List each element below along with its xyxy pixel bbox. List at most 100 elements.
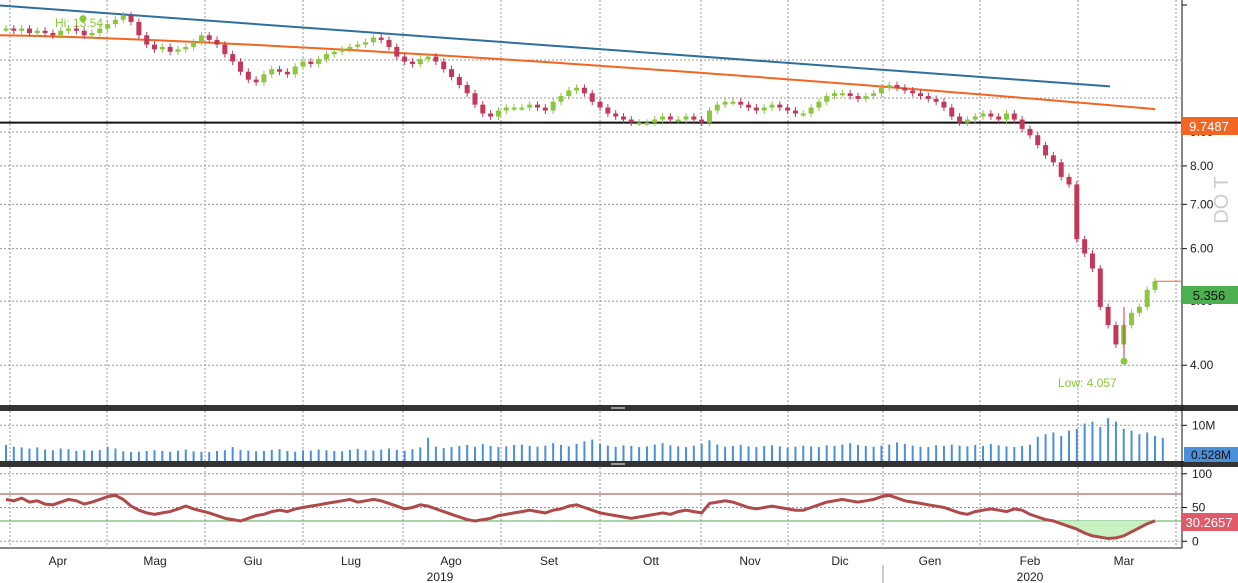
volume-bar <box>599 443 602 461</box>
candle-body <box>11 28 17 31</box>
candle-body <box>1050 155 1056 163</box>
candle-body <box>660 116 666 120</box>
volume-bar <box>161 451 164 461</box>
volume-bar <box>1068 430 1071 461</box>
volume-bar <box>1044 434 1047 461</box>
candle-body <box>620 116 626 120</box>
volume-bar <box>731 446 734 461</box>
volume-bar <box>880 445 883 461</box>
volume-bar <box>1154 436 1156 461</box>
volume-bar <box>208 452 211 461</box>
month-label: Dic <box>831 554 848 568</box>
candle-body <box>1027 128 1033 136</box>
volume-bar <box>356 448 359 461</box>
volume-bar <box>262 451 265 461</box>
candle-body <box>159 46 165 50</box>
volume-bar <box>747 446 750 461</box>
candle-body <box>136 21 142 36</box>
volume-bar <box>888 444 891 461</box>
volume-bar <box>5 444 7 461</box>
volume-bar <box>1060 436 1063 461</box>
candle-body <box>683 116 689 120</box>
price-tick-label: 6.00 <box>1190 242 1214 256</box>
candle-body <box>902 87 908 91</box>
volume-bar <box>1091 421 1094 461</box>
volume-tag-text: 0.528M <box>1191 448 1231 462</box>
month-label: Ott <box>643 554 660 568</box>
volume-bar <box>536 446 539 461</box>
volume-bar <box>302 450 305 461</box>
candle-body <box>1035 135 1041 146</box>
year-label: 2019 <box>427 570 454 583</box>
volume-bar <box>896 442 899 461</box>
candle-body <box>42 30 48 34</box>
volume-bar <box>341 451 344 461</box>
volume-bar <box>1036 436 1039 461</box>
candle-body <box>417 59 423 65</box>
volume-bar <box>28 448 31 461</box>
volume-bar <box>661 443 664 461</box>
candle-body <box>550 101 556 111</box>
candle-body <box>574 87 580 91</box>
candle-body <box>378 37 384 40</box>
candle-body <box>667 116 673 120</box>
volume-bar <box>255 451 258 461</box>
candle-body <box>1097 268 1103 307</box>
candle-body <box>957 116 963 123</box>
volume-bar <box>145 451 148 461</box>
volume-bar <box>638 447 641 461</box>
candle-body <box>394 46 400 57</box>
candle-body <box>97 28 103 34</box>
volume-series: 10M <box>5 418 1215 461</box>
volume-bar <box>36 447 39 461</box>
volume-bar <box>567 446 570 461</box>
candle-body <box>589 93 595 102</box>
volume-bar <box>1146 432 1149 461</box>
candle-body <box>198 35 204 43</box>
volume-bar <box>1052 432 1055 461</box>
candle-body <box>706 110 712 123</box>
volume-bar <box>51 450 54 461</box>
volume-bar <box>458 446 461 461</box>
volume-bar <box>958 445 961 461</box>
volume-bar <box>184 449 187 461</box>
candle-body <box>355 44 361 47</box>
candle-body <box>871 93 877 97</box>
candle-body <box>300 61 306 67</box>
hi-marker <box>79 15 87 23</box>
candle-body <box>1113 325 1119 345</box>
candle-body <box>175 49 181 52</box>
volume-bar <box>575 443 578 461</box>
candle-body <box>566 90 572 97</box>
low-label: Low: 4.057 <box>1058 376 1117 390</box>
moving-average-line <box>0 34 1156 111</box>
candle-body <box>792 110 798 114</box>
watermark-text: DO T <box>1211 176 1233 223</box>
x-axis: Apr Mag Giu Lug Ago Set Ott Nov Dic Gen Feb Mar 2019… <box>49 554 1134 583</box>
volume-bar <box>380 449 383 461</box>
volume-bar <box>12 446 15 461</box>
volume-bar <box>872 446 875 461</box>
volume-bar <box>520 444 523 461</box>
candle-body <box>1144 289 1150 307</box>
candle-body <box>542 107 548 111</box>
price-series <box>0 4 1182 365</box>
candle-body <box>308 61 314 65</box>
candle-body <box>1082 239 1088 254</box>
candle-body <box>847 93 853 97</box>
candle-body <box>535 104 541 108</box>
candle-body <box>323 54 329 60</box>
volume-bar <box>982 446 985 461</box>
month-label: Apr <box>49 554 68 568</box>
volume-bar <box>841 444 844 461</box>
volume-tick-label: 10M <box>1192 418 1215 432</box>
rsi-tick-label: 0 <box>1192 534 1199 548</box>
volume-bar <box>83 450 86 461</box>
candle-body <box>120 15 126 20</box>
candle-body <box>1019 119 1025 129</box>
volume-bar <box>348 449 351 461</box>
volume-bar <box>919 446 922 461</box>
volume-bar <box>708 440 711 461</box>
candle-body <box>464 85 470 94</box>
